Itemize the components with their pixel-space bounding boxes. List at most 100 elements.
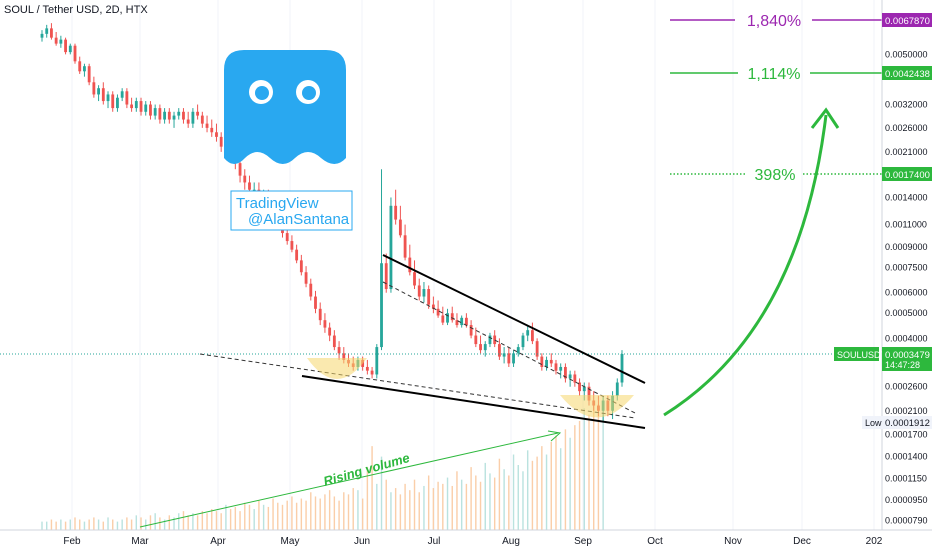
candle-body (248, 182, 251, 190)
volume-bar (64, 521, 67, 530)
volume-bar (112, 519, 114, 530)
volume-bar (140, 517, 142, 530)
volume-bar (437, 481, 439, 530)
gridlines (71, 0, 875, 530)
volume-bar (46, 521, 48, 530)
volume-bar (130, 519, 133, 530)
volume-bar (380, 456, 383, 530)
candle-body (290, 241, 294, 250)
volume-bar (475, 475, 477, 530)
volume-bar (305, 500, 307, 530)
candle-body (210, 127, 214, 133)
volume-bar (503, 469, 505, 530)
candle-body (83, 66, 86, 72)
candle-body (64, 39, 67, 53)
volume-bar (423, 485, 425, 530)
low-price: 0.0001912 (885, 418, 930, 429)
candle-body (578, 382, 581, 392)
candle-body (200, 115, 204, 124)
candle-body (422, 289, 426, 297)
candle-body (427, 289, 431, 305)
volume-bar (314, 496, 317, 530)
candle-body (106, 94, 110, 102)
y-tick-label: 0.0000950 (885, 495, 928, 505)
candle-body (299, 260, 303, 273)
volume-bar (154, 513, 156, 530)
candle-body (436, 308, 440, 316)
candle-body (431, 304, 435, 309)
candle-body (337, 347, 341, 354)
volume-bar (404, 483, 406, 530)
x-tick-label: Nov (724, 536, 742, 547)
volume-bar (559, 448, 562, 530)
volume-bar (244, 502, 246, 530)
volume-bar (178, 513, 180, 530)
volume-bar (578, 420, 581, 530)
candle-body (59, 39, 63, 44)
y-tick-label: 0.0032000 (885, 100, 928, 110)
volume-bar (50, 519, 53, 530)
volume-bar (489, 473, 491, 530)
volume-bar (343, 492, 345, 530)
y-tick-label: 0.0009000 (885, 242, 928, 252)
volume-bar (206, 513, 208, 530)
volume-bar (536, 456, 538, 530)
x-tick-label: Feb (63, 536, 81, 547)
volume-bar (328, 490, 331, 530)
volume-bar (517, 465, 519, 530)
volume-bar (126, 517, 128, 530)
axis-price-1114: 0.0042438 (885, 69, 930, 80)
volume-bar (196, 515, 199, 530)
volume-bar (333, 496, 336, 530)
volume-bar (253, 509, 255, 530)
candle-body (73, 45, 77, 62)
candle-body (172, 115, 176, 120)
candle-body (215, 132, 218, 137)
volume-bar (385, 479, 387, 530)
volume-bar (173, 517, 175, 530)
candle-body (530, 330, 534, 342)
candle-body (144, 104, 148, 112)
candle-body (549, 359, 553, 364)
volume-bar (258, 500, 260, 530)
low-label: Low (865, 418, 882, 428)
volume-bar (135, 515, 138, 530)
watermark-line1: TradingView (236, 195, 319, 212)
volume-bar (116, 521, 119, 530)
candle-body (285, 233, 289, 242)
axis-label-1840: 0.0067870 (882, 13, 932, 27)
candle-body (446, 313, 449, 323)
candle-body (488, 335, 492, 345)
x-tick-label: Sep (574, 536, 592, 547)
x-tick-label: Jul (428, 536, 441, 547)
y-tick-label: 0.0001700 (885, 430, 928, 440)
candle-body (398, 219, 402, 236)
candle-body (205, 123, 209, 128)
current-price-tag[interactable]: SOULUSDT 0.0003479 14:47:28 (834, 347, 932, 371)
author-watermark: TradingView @AlanSantana (230, 190, 353, 231)
axis-label-1114: 0.0042438 (882, 66, 932, 80)
candle-body (540, 356, 544, 367)
volume-bar (597, 404, 600, 530)
target-label-1840: 1,840% (747, 13, 801, 30)
volume-bar (526, 450, 529, 530)
candle-body (394, 205, 398, 220)
candle-body (413, 272, 416, 286)
wedge-lower-line (301, 375, 646, 429)
volume-bar (498, 458, 501, 530)
volume-bar (361, 498, 364, 530)
candle-body (323, 320, 327, 328)
candle-body (554, 363, 558, 371)
candle-body (521, 335, 525, 348)
axis-price-1840: 0.0067870 (885, 16, 930, 27)
volume-bar (83, 521, 86, 530)
volume-bar (215, 511, 218, 530)
target-398: 398% (670, 167, 882, 184)
y-tick-label: 0.0007500 (885, 263, 928, 273)
volume-bar (201, 511, 204, 530)
volume-bar (291, 496, 293, 530)
candle-body (620, 354, 624, 383)
volume-bar (588, 414, 590, 530)
volume-bar (79, 519, 81, 530)
